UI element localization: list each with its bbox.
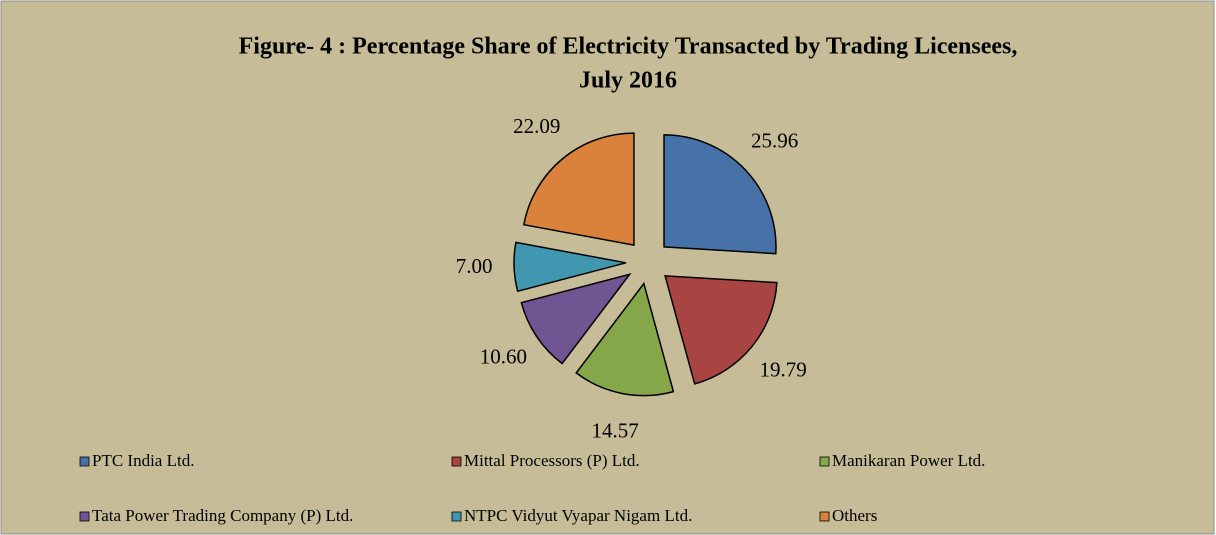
legend-label: Mittal Processors (P) Ltd. xyxy=(464,451,640,470)
data-label: 22.09 xyxy=(513,114,560,138)
data-label: 19.79 xyxy=(759,357,806,381)
legend-label: PTC India Ltd. xyxy=(92,451,194,470)
legend-swatch xyxy=(451,456,462,467)
data-label: 25.96 xyxy=(751,129,798,153)
pie-slice xyxy=(522,132,635,246)
legend-label: Manikaran Power Ltd. xyxy=(832,451,985,470)
pie-slice xyxy=(663,134,777,255)
legend-label: Others xyxy=(832,506,877,525)
pie-slice xyxy=(664,275,778,385)
pie-slice xyxy=(575,281,675,397)
data-label: 14.57 xyxy=(591,419,638,443)
pie-slice xyxy=(513,241,627,293)
chart-title: July 2016 xyxy=(579,68,677,94)
legend-swatch xyxy=(819,456,830,467)
legend-swatch xyxy=(79,511,90,522)
legend-swatch xyxy=(819,511,830,522)
legend-swatch xyxy=(451,511,462,522)
legend-label: Tata Power Trading Company (P) Ltd. xyxy=(92,506,353,525)
legend-label: NTPC Vidyut Vyapar Nigam Ltd. xyxy=(464,506,692,525)
data-label: 10.60 xyxy=(480,345,527,369)
chart-title: Figure- 4 : Percentage Share of Electric… xyxy=(239,34,1018,60)
pie-slice xyxy=(520,272,632,365)
legend-swatch xyxy=(79,456,90,467)
data-label: 7.00 xyxy=(456,254,493,278)
